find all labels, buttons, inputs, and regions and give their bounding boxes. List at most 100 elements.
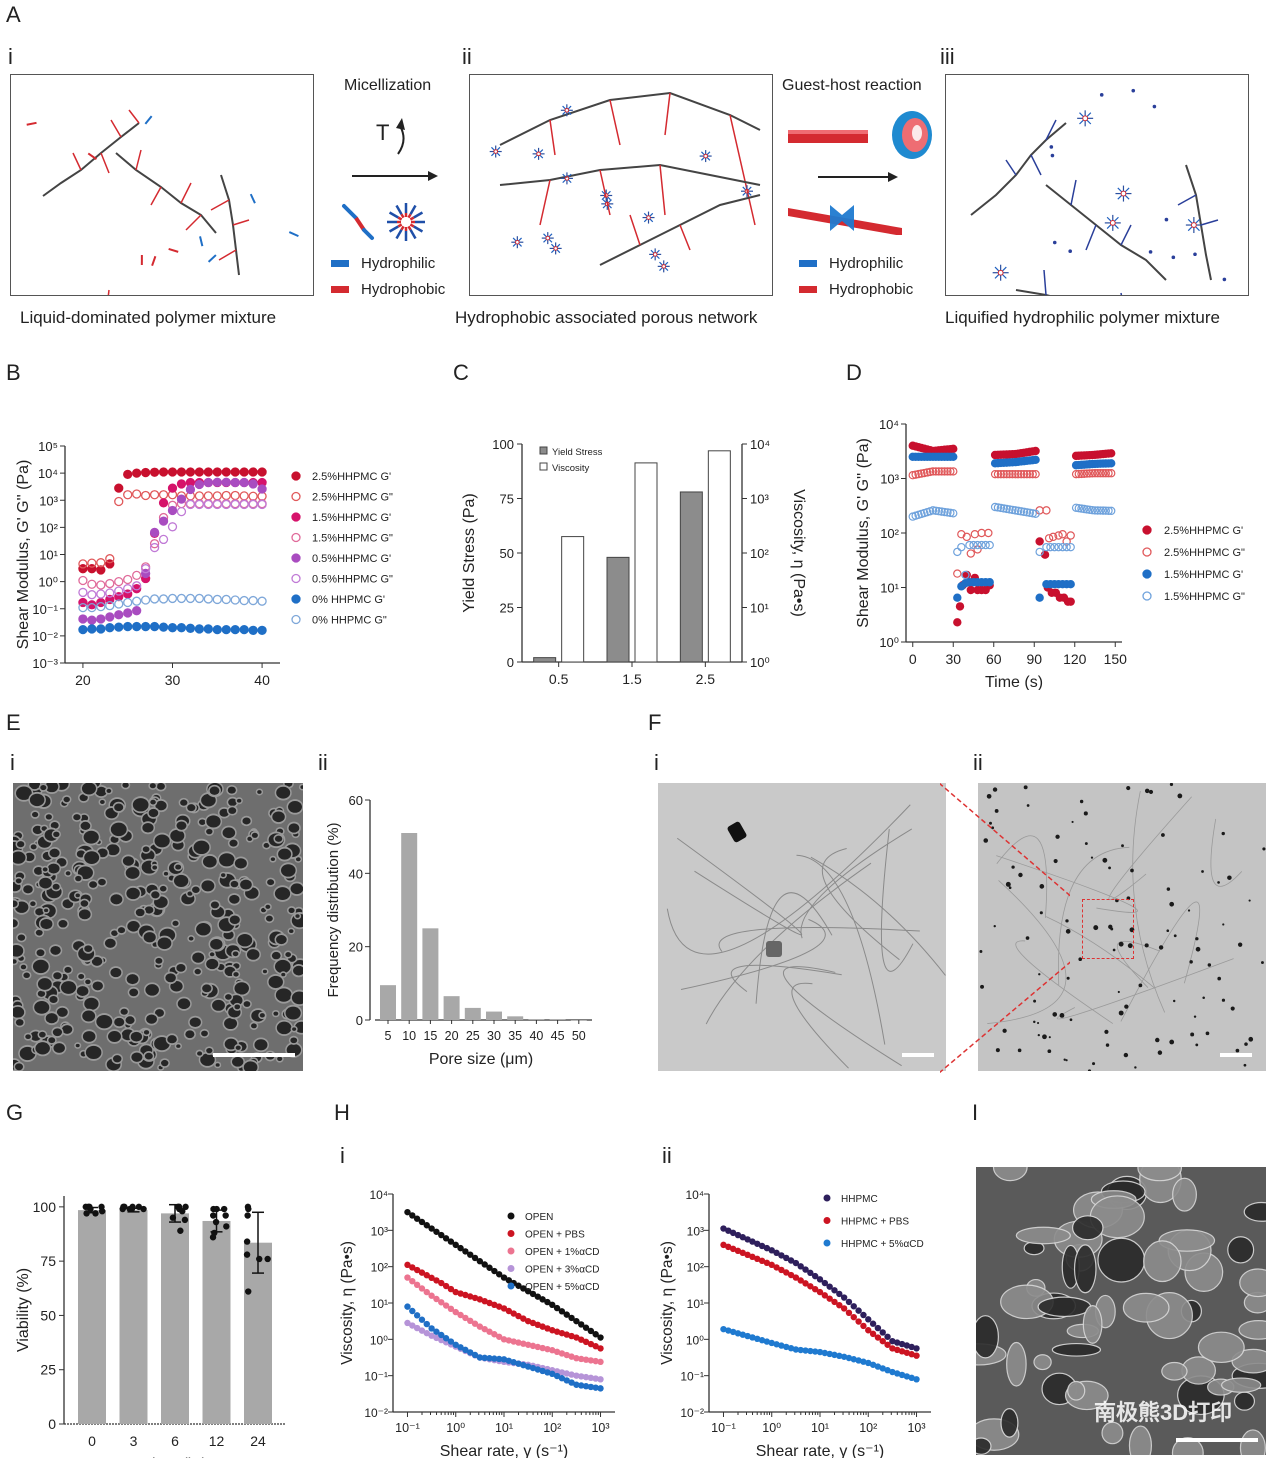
data-point	[1058, 542, 1067, 552]
pore	[80, 821, 91, 830]
pore	[200, 1053, 215, 1066]
micelle-arm	[539, 154, 544, 159]
data-point	[413, 1215, 421, 1222]
data-point	[149, 621, 160, 632]
x-tick-label: 90	[1026, 651, 1042, 667]
micelle-core	[646, 215, 651, 220]
fibrous-structure	[1015, 1226, 1071, 1245]
chart-h-i-viscosity: 10⁻² 10⁻¹ 10⁰ 10¹ 10² 10³ 10⁴ 10⁻¹ 10⁰ 10¹ 10² 10³ S…	[339, 1188, 615, 1458]
nanoparticle	[1126, 786, 1131, 791]
legend-marker	[539, 446, 548, 455]
data-point	[940, 467, 949, 476]
fiber	[1132, 791, 1166, 1013]
data-point	[1101, 469, 1110, 478]
bar-viscosity	[707, 450, 731, 663]
data-point	[949, 452, 958, 462]
data-point	[1016, 507, 1026, 516]
data-point	[194, 593, 205, 604]
data-point	[792, 1346, 800, 1353]
pore	[259, 1013, 265, 1018]
pore	[130, 1031, 143, 1042]
nanoparticle	[1042, 1034, 1047, 1040]
y-tick-label-right: 10⁴	[750, 437, 770, 452]
pore	[276, 1021, 292, 1035]
data-point	[404, 1208, 411, 1216]
pore	[79, 794, 88, 802]
data-point	[413, 1324, 421, 1332]
micelle-arm	[747, 192, 752, 196]
data-point	[428, 1274, 435, 1282]
data-point	[729, 1229, 737, 1237]
data-point	[149, 527, 160, 538]
pore	[41, 826, 47, 831]
data-point	[549, 1301, 556, 1309]
nanoparticle	[1017, 1048, 1022, 1053]
data-point	[203, 491, 213, 501]
data-point	[500, 1356, 508, 1363]
data-point	[807, 1283, 814, 1290]
legend-item-hydrophilic: Hydrophilic	[799, 250, 913, 276]
pore	[165, 973, 176, 983]
data-point	[908, 1351, 915, 1358]
pore	[187, 891, 193, 896]
side-chain	[150, 186, 162, 206]
micelle-arm	[1195, 226, 1200, 232]
data-point	[811, 1285, 819, 1293]
micelle-arm	[409, 204, 417, 215]
data-point	[457, 1344, 464, 1351]
micelle-arm	[562, 173, 567, 178]
data-point	[903, 1349, 911, 1356]
panel-label-g: G	[6, 1100, 24, 1125]
data-point	[245, 1288, 252, 1295]
free-molecule	[1222, 277, 1227, 282]
data-point	[568, 1353, 575, 1360]
data-point	[428, 1325, 435, 1332]
data-point	[462, 1346, 469, 1354]
data-point	[592, 1343, 599, 1350]
guest-host-label: Guest-host reaction	[782, 77, 922, 94]
data-point	[763, 1259, 771, 1267]
nanoparticle	[1189, 960, 1193, 964]
pore	[263, 842, 270, 848]
free-molecule	[1068, 249, 1072, 254]
data-point	[802, 1280, 809, 1287]
pore	[224, 1038, 238, 1050]
data-point	[955, 602, 965, 611]
micelle-arm	[562, 179, 567, 184]
data-point	[911, 470, 920, 479]
data-point	[850, 1356, 857, 1363]
legend-marker	[507, 1265, 515, 1272]
pore	[206, 828, 213, 835]
polymer-backbone	[599, 194, 761, 266]
pore	[251, 1023, 257, 1029]
data-point	[105, 554, 115, 564]
micelle-core	[564, 107, 570, 113]
nanoparticle	[1158, 945, 1164, 950]
data-point	[132, 596, 142, 606]
data-point	[257, 499, 267, 510]
data-point	[758, 1242, 766, 1250]
data-point	[149, 539, 160, 549]
data-point	[467, 1293, 474, 1300]
data-point	[783, 1254, 790, 1262]
data-point	[763, 1338, 771, 1345]
micelle-arm	[650, 249, 655, 254]
data-point	[917, 469, 926, 478]
legend-label: 2.5%HHPMC G"	[312, 492, 393, 504]
data-point	[176, 494, 187, 504]
pore	[212, 999, 225, 1011]
data-point	[802, 1266, 809, 1273]
pore	[219, 853, 235, 867]
nanoparticle	[1177, 793, 1183, 799]
data-point	[167, 505, 178, 516]
micelle-arm	[643, 212, 648, 217]
pore	[15, 878, 22, 884]
pore	[229, 894, 240, 904]
pore	[280, 864, 296, 877]
y-tick-label-right: 10²	[750, 546, 769, 561]
data-point	[1019, 469, 1029, 479]
data-point	[937, 467, 946, 476]
micelle-arm	[602, 199, 607, 204]
micelle-arm	[388, 225, 399, 233]
legend-label: Hydrophobic	[361, 280, 446, 298]
